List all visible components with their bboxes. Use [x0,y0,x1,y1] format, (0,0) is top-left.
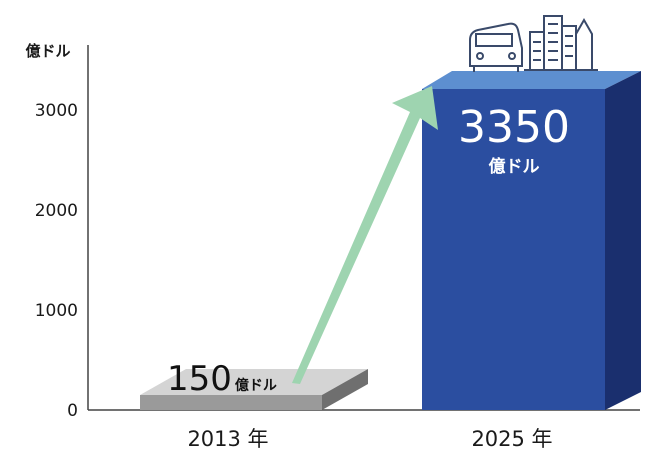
data-label-2025-unit: 億ドル [489,156,540,177]
y-tick-label-1: 1000 [35,301,78,321]
bar-2025-top [422,71,641,89]
y-tick-label-3: 3000 [35,101,78,121]
bar-2013-side [322,369,368,410]
data-label-2025-value: 3350 [458,102,570,153]
car-icon [469,22,523,72]
data-label-2013-unit: 億ドル [235,377,277,394]
bar-2025-side [605,71,641,410]
data-label-2013-value: 150 [167,359,232,399]
buildings-icon [524,15,598,71]
y-tick-label-0: 0 [67,401,78,421]
x-category-label-0: 2013 年 [187,427,268,451]
x-category-label-1: 2025 年 [471,427,552,451]
bar-2013-top [140,369,368,395]
y-tick-label-2: 2000 [35,201,78,221]
data-label-2013: 150 億ドル [167,359,277,399]
bar-2013-front [140,395,322,410]
growth-arrow [292,86,438,384]
y-axis-unit-label: 億ドル [25,42,70,60]
bar-2025-front [422,89,605,410]
